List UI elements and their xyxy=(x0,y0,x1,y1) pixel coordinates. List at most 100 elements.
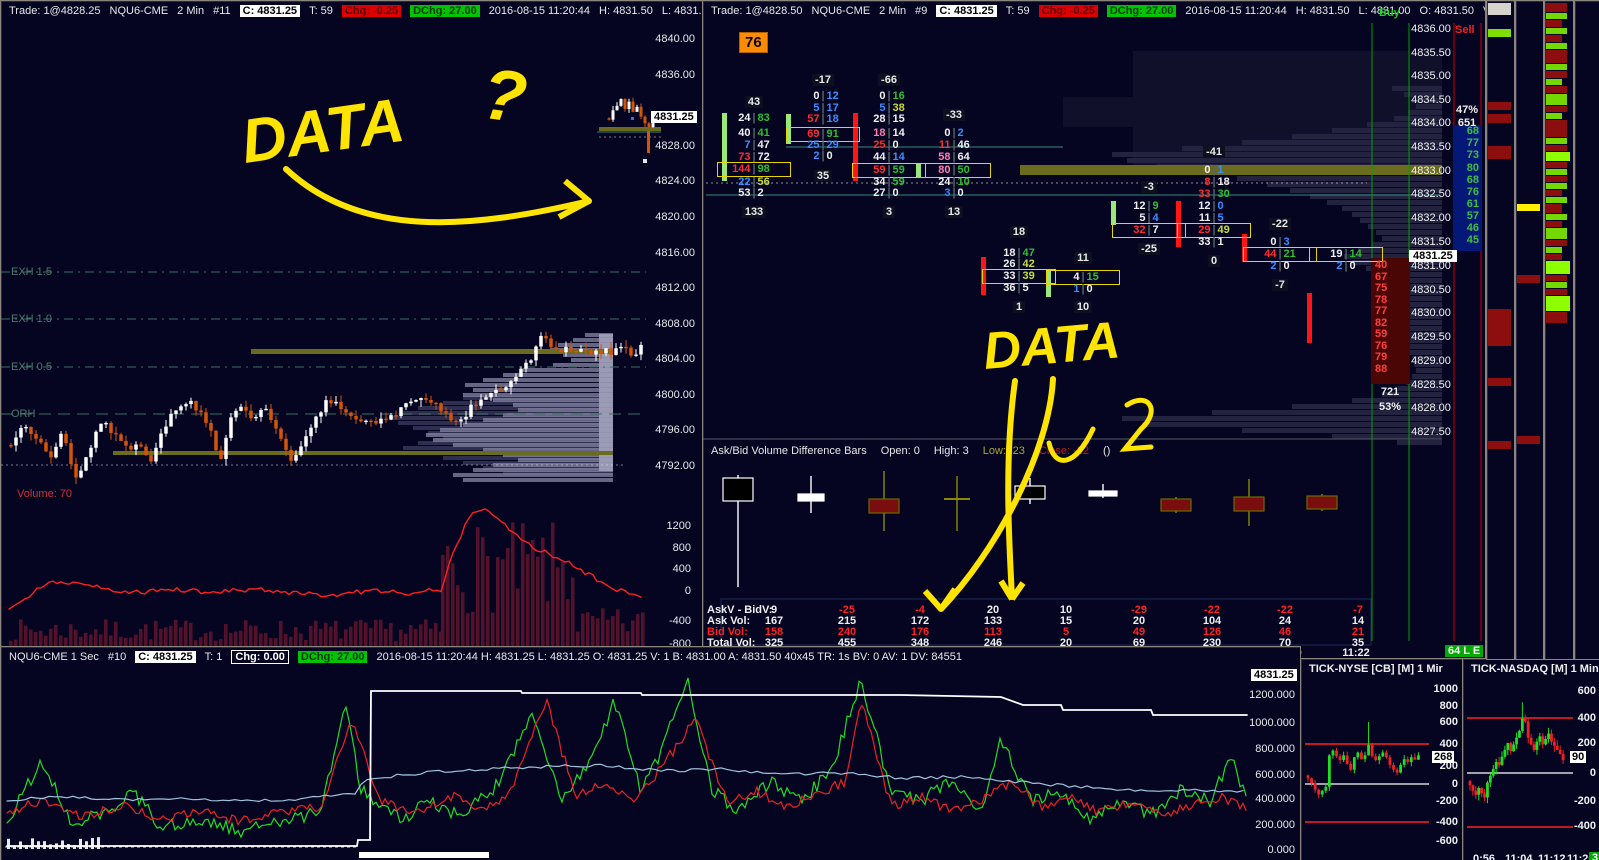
last-value-box: 268 xyxy=(1432,751,1455,763)
last-price-box: 4831.25 xyxy=(1251,669,1297,681)
title-segment: T: 59 xyxy=(1005,5,1030,17)
dom-last-price-box: 4831.25 xyxy=(1409,250,1457,262)
title-segment: #9 xyxy=(915,5,928,17)
dom-buy-cell[interactable]: 78 xyxy=(1375,294,1388,306)
imbalance-bar xyxy=(1546,282,1567,288)
imbalance-bar xyxy=(1546,289,1567,295)
dom-sell-cell[interactable]: 76 xyxy=(1466,186,1479,198)
fp-delta-label: 18 xyxy=(1009,226,1029,238)
imbalance-bar xyxy=(1546,94,1567,105)
askbid-value: -7 xyxy=(1353,604,1363,616)
imbalance-bar xyxy=(1546,43,1567,49)
fp-bidask-cell: 3 | 0 xyxy=(944,187,964,199)
fp-bidask-cell: 33 | 1 xyxy=(1198,236,1224,248)
bottom-chart-panel[interactable]: NQU6-CME 1 Sec #10 C: 4831.25 T: 1 Chg: 0.00… xyxy=(0,646,1301,860)
imbalance-bar xyxy=(1546,64,1567,70)
fp-bidask-cell: 2 | 0 xyxy=(813,150,833,162)
last-price-box: 4831.25 xyxy=(651,111,697,123)
fp-volume-label: 13 xyxy=(944,206,964,218)
dom-buy-cell[interactable]: 79 xyxy=(1375,351,1388,363)
title-segment: Chg: -0.25 xyxy=(1038,5,1098,17)
title-segment: H: 4831.50 xyxy=(599,5,653,17)
dom-price: 4827.50 xyxy=(1411,426,1451,438)
fp-bidask-cell: 2 | 0 xyxy=(1336,260,1356,272)
dom-sell-cell[interactable]: 73 xyxy=(1466,149,1479,161)
dom-buy-cell[interactable]: 82 xyxy=(1375,317,1388,329)
imbalance-bar xyxy=(1546,145,1567,151)
tick-canvas xyxy=(1305,721,1429,823)
askbid-value: 167 xyxy=(764,615,784,627)
depth-bar xyxy=(1517,204,1540,211)
fp-bidask-cell: 33 | 30 xyxy=(1198,188,1230,200)
value-axis-label: 400 xyxy=(1439,738,1458,750)
tick-nyse-panel[interactable]: TICK-NYSE [CB] [M] 1 Mir 1000 800 600 400 200… xyxy=(1300,658,1463,860)
depth-bar xyxy=(1488,102,1511,110)
dom-sell-cell[interactable]: 68 xyxy=(1466,174,1479,186)
dom-buy-cell[interactable]: 77 xyxy=(1375,305,1388,317)
scrollbar-thumb[interactable] xyxy=(359,852,489,858)
dom-buy-cell[interactable]: 40 xyxy=(1375,259,1388,271)
askbid-value: -29 xyxy=(1131,604,1147,616)
dom-price: 4830.00 xyxy=(1411,307,1451,319)
fp-volume-label: 0 xyxy=(1207,255,1221,267)
fp-bidask-cell: 34 | 59 xyxy=(873,176,905,188)
value-axis-label: 200 xyxy=(1439,760,1458,772)
volume-axis-label: -400 xyxy=(668,615,691,627)
price-axis-label: 4800.00 xyxy=(655,389,695,401)
volume-axis-label: 800 xyxy=(672,542,691,554)
title-segment: T: 59 xyxy=(309,5,333,17)
dom-sell-cell[interactable]: 68 xyxy=(1466,125,1479,137)
price-axis-label: 4840.00 xyxy=(655,33,695,45)
time-axis-label: 11:22 xyxy=(1342,647,1370,659)
dom-sell-cell[interactable]: 46 xyxy=(1466,222,1479,234)
fp-bidask-cell: 0 | 2 xyxy=(944,127,964,139)
dom-buy-cell[interactable]: 75 xyxy=(1375,282,1388,294)
imbalance-bar xyxy=(1546,162,1567,168)
tick-nasdaq-panel[interactable]: TICK-NASDAQ [M] 1 Min 600 400 200 0 -200 -400 9… xyxy=(1462,658,1599,860)
depth-pane-2 xyxy=(1515,0,1544,660)
value-axis-label: -600 xyxy=(1435,835,1458,847)
panel-title: TICK-NASDAQ [M] 1 Min xyxy=(1471,663,1599,675)
value-axis-label: -200 xyxy=(1573,795,1596,807)
fp-bidask-cell: 7 | 47 xyxy=(744,139,770,151)
dom-buy-cell[interactable]: 88 xyxy=(1375,363,1388,375)
value-axis-label: 800.000 xyxy=(1255,743,1295,755)
askbid-value: 113 xyxy=(984,626,1002,638)
dom-sell-cell[interactable]: 45 xyxy=(1466,234,1479,246)
title-segment: Chg: -0.25 xyxy=(341,5,402,17)
footprint-chart-panel[interactable]: Trade: 1@4828.50 NQU6-CME 2 Min #9 C: 4831.2… xyxy=(702,0,1486,660)
fp-bidask-cell: 36 | 5 xyxy=(1003,282,1029,294)
fp-volume-label: -25 xyxy=(1138,243,1160,255)
dom-sell-cell[interactable]: 80 xyxy=(1466,162,1479,174)
dom-buy-cell[interactable]: 59 xyxy=(1375,328,1388,340)
title-segment: #11 xyxy=(213,5,231,17)
imbalance-bar xyxy=(1546,176,1567,182)
askbid-value: -25 xyxy=(839,604,855,616)
askbid-row-label: Bid Vol: xyxy=(707,626,748,638)
imbalance-bar xyxy=(1546,254,1562,260)
askbid-value: 21 xyxy=(1351,626,1365,638)
dom-sell-cell[interactable]: 77 xyxy=(1466,137,1479,149)
title-segment: H: 4831.50 xyxy=(1295,5,1350,17)
value-axis-label: 600 xyxy=(1439,716,1458,728)
askbid-value: 35 xyxy=(1351,637,1365,649)
value-axis-label: 600 xyxy=(1577,685,1596,697)
dom-buy-cell[interactable]: 76 xyxy=(1375,340,1388,352)
dom-price: 4831.00 xyxy=(1411,260,1451,272)
fp-bidask-cell: 24 | 10 xyxy=(938,176,970,188)
price-axis-label: 4816.00 xyxy=(655,247,695,259)
price-axis-label: 4804.00 xyxy=(655,353,695,365)
askbid-row-label: AskV - BidV: xyxy=(707,604,773,616)
imbalance-pane xyxy=(1544,0,1574,660)
fp-bidask-cell: 12 | 9 xyxy=(1133,200,1159,212)
imbalance-bar xyxy=(1546,86,1567,93)
empty-pane xyxy=(1574,0,1599,660)
dom-sell-cell[interactable]: 57 xyxy=(1466,210,1479,222)
dom-sell-cell[interactable]: 61 xyxy=(1466,198,1479,210)
depth-bar xyxy=(1488,441,1511,449)
depth-bar xyxy=(1488,378,1511,386)
left-chart-panel[interactable]: Trade: 1@4828.25 NQU6-CME 2 Min #11 C: 4831.… xyxy=(0,0,703,648)
fp-bidask-cell: 22 | 56 xyxy=(738,176,770,188)
imbalance-bar xyxy=(1546,71,1567,78)
dom-buy-cell[interactable]: 67 xyxy=(1375,271,1388,283)
